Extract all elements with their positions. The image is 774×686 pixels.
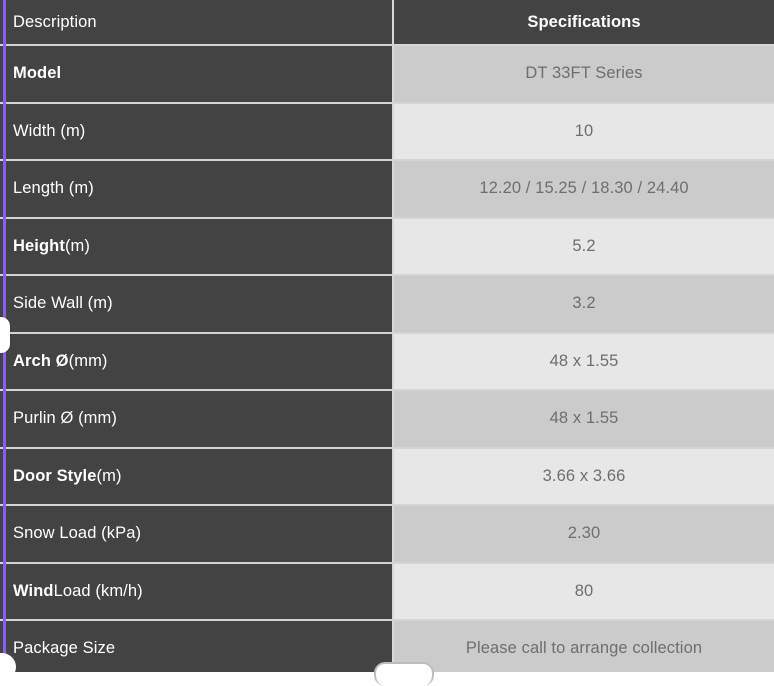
row-label: Arch Ø (mm)	[0, 333, 394, 389]
column-header-description: Description	[0, 0, 394, 44]
row-label-weak: Package Size	[13, 639, 116, 658]
table-row: Length (m) 12.20 / 15.25 / 18.30 / 24.40	[0, 159, 774, 217]
table-header-row: Description Specifications	[0, 0, 774, 44]
table-row: Purlin Ø (mm) 48 x 1.55	[0, 389, 774, 447]
row-label: Door Style (m)	[0, 448, 394, 504]
row-label-weak: (m)	[64, 236, 90, 255]
row-label: Length (m)	[0, 161, 394, 217]
row-label-weak: Load (km/h)	[53, 581, 143, 600]
row-label-weak: Purlin Ø (mm)	[13, 409, 117, 428]
row-label-strong: Height	[13, 236, 65, 255]
row-label-weak: Snow Load (kPa)	[13, 524, 142, 543]
table-row: Wind Load (km/h) 80	[0, 561, 774, 619]
row-label-strong: Door Style	[13, 466, 97, 485]
table-row: Door Style (m) 3.66 x 3.66	[0, 446, 774, 504]
column-header-specifications: Specifications	[394, 0, 774, 44]
row-value: 48 x 1.55	[394, 391, 774, 447]
row-label: Side Wall (m)	[0, 276, 394, 332]
row-label-weak: (mm)	[68, 351, 108, 370]
row-value: 2.30	[394, 506, 774, 562]
table-row: Arch Ø (mm) 48 x 1.55	[0, 331, 774, 389]
row-value: Please call to arrange collection	[394, 621, 774, 672]
row-label-weak: Width (m)	[13, 121, 86, 140]
table-row: Snow Load (kPa) 2.30	[0, 504, 774, 562]
row-label: Purlin Ø (mm)	[0, 391, 394, 447]
row-label: Height (m)	[0, 218, 394, 274]
row-value: 10	[394, 103, 774, 159]
row-label-strong: Arch Ø	[13, 351, 69, 370]
table-row: Width (m) 10	[0, 101, 774, 159]
left-edge-handle[interactable]	[0, 317, 10, 353]
row-label-weak: Side Wall (m)	[13, 294, 113, 313]
row-label: Model	[0, 46, 394, 102]
row-value: 80	[394, 563, 774, 619]
row-label-strong: Model	[13, 64, 62, 83]
row-value: DT 33FT Series	[394, 46, 774, 102]
table-row: Package Size Please call to arrange colle…	[0, 619, 774, 672]
row-label: Wind Load (km/h)	[0, 563, 394, 619]
row-label-strong: Wind	[13, 581, 54, 600]
row-value: 48 x 1.55	[394, 333, 774, 389]
row-label: Package Size	[0, 621, 394, 672]
row-label: Snow Load (kPa)	[0, 506, 394, 562]
row-value: 12.20 / 15.25 / 18.30 / 24.40	[394, 161, 774, 217]
table-row: Model DT 33FT Series	[0, 44, 774, 102]
table-row: Height (m) 5.2	[0, 216, 774, 274]
specifications-table: Description Specifications Model DT 33FT …	[0, 0, 774, 672]
row-label-weak: (m)	[96, 466, 122, 485]
table-row: Side Wall (m) 3.2	[0, 274, 774, 332]
row-value: 3.2	[394, 276, 774, 332]
row-label: Width (m)	[0, 103, 394, 159]
row-label-weak: Length (m)	[13, 179, 94, 198]
bottom-center-pill[interactable]	[374, 662, 434, 686]
row-value: 3.66 x 3.66	[394, 448, 774, 504]
row-value: 5.2	[394, 218, 774, 274]
